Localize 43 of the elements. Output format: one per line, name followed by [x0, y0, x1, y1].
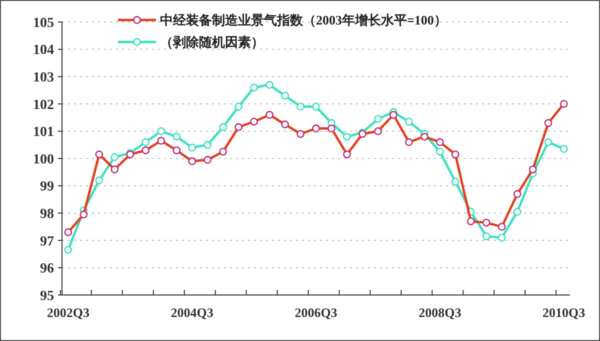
- y-tick-label: 95: [40, 288, 54, 304]
- point: [482, 232, 490, 240]
- point: [436, 148, 444, 156]
- x-tick-label: 2006Q3: [294, 305, 338, 320]
- point: [374, 114, 382, 123]
- legend-label: 中经装备制造业景气指数（2003年增长水平=100）: [160, 12, 447, 28]
- point: [234, 102, 243, 111]
- y-tick-label: 101: [33, 125, 54, 140]
- point: [250, 84, 258, 92]
- x-tick-label: 2002Q3: [46, 305, 90, 320]
- x-tick-label: 2008Q3: [418, 305, 462, 320]
- y-tick-label: 97: [40, 234, 54, 250]
- legend-label: （剥除随机因素）: [160, 34, 264, 50]
- point: [110, 153, 119, 162]
- point: [95, 176, 104, 184]
- point: [312, 102, 320, 111]
- point: [204, 140, 212, 149]
- point: [157, 127, 166, 136]
- point: [142, 138, 150, 146]
- y-tick-label: 105: [33, 16, 54, 31]
- point: [188, 144, 196, 152]
- point: [513, 208, 522, 216]
- y-tick-label: 96: [40, 262, 54, 277]
- point: [343, 132, 351, 141]
- point: [451, 178, 460, 186]
- point: [296, 102, 304, 111]
- x-tick-label: 2010Q3: [542, 305, 586, 320]
- y-tick-label: 99: [40, 180, 54, 195]
- point: [172, 132, 181, 141]
- y-tick-label: 98: [40, 207, 54, 222]
- y-tick-label: 102: [33, 98, 54, 113]
- point: [498, 234, 506, 242]
- point: [404, 118, 413, 126]
- y-tick-label: 100: [33, 152, 54, 168]
- point: [64, 246, 72, 254]
- point: [560, 144, 568, 153]
- point: [266, 80, 274, 89]
- y-tick-label: 104: [33, 43, 54, 58]
- point: [281, 92, 289, 100]
- point: [219, 123, 228, 132]
- point: [544, 138, 552, 146]
- y-tick-label: 103: [33, 70, 54, 86]
- x-tick-label: 2004Q3: [170, 305, 214, 320]
